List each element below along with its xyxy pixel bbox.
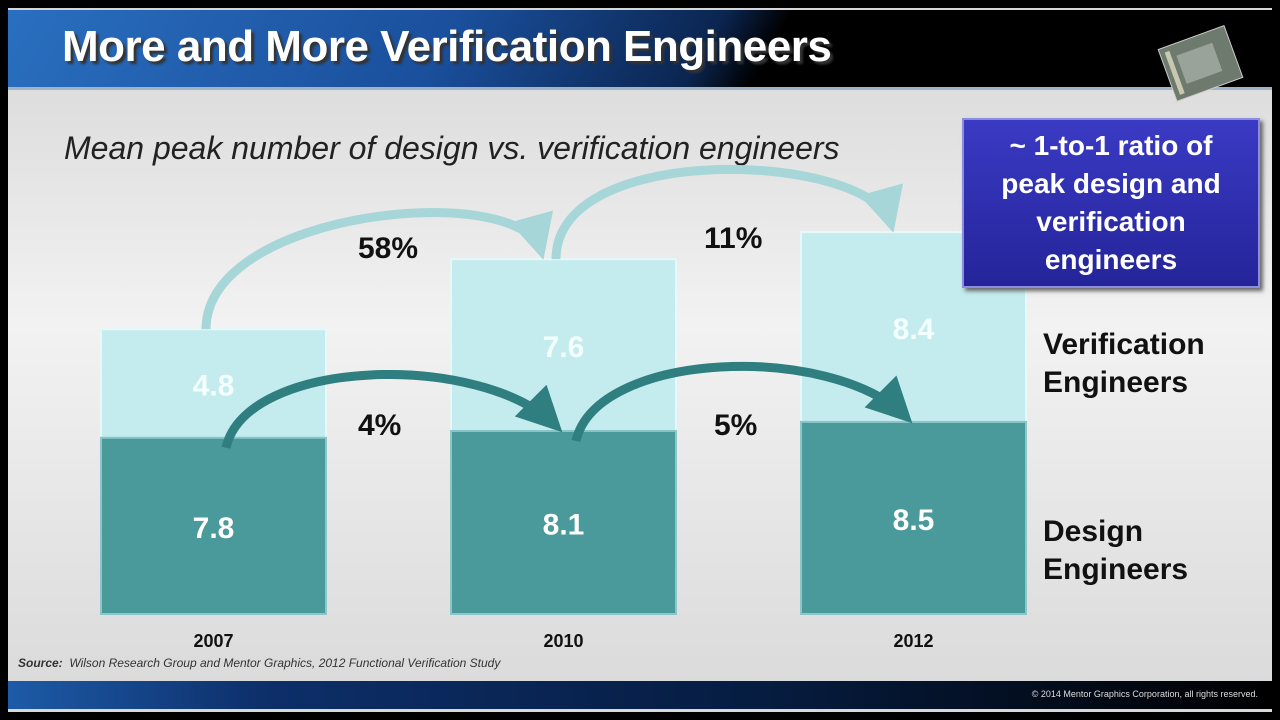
growth-label-verification-1: 58% — [358, 232, 418, 265]
x-tick-label-2010: 2010 — [543, 631, 583, 651]
source-note: Source: Wilson Research Group and Mentor… — [18, 656, 500, 670]
value-label-design-2010: 8.1 — [543, 508, 585, 541]
bar-design-2010 — [450, 429, 677, 615]
value-label-verification-2012: 8.4 — [893, 313, 935, 346]
bar-design-2012 — [800, 420, 1027, 615]
source-text: Wilson Research Group and Mentor Graphic… — [69, 656, 501, 670]
bar-verification-2010 — [450, 258, 677, 432]
legend-line: Engineers — [1043, 553, 1189, 586]
growth-arrow-design — [221, 370, 563, 449]
value-label-design-2007: 7.8 — [193, 512, 235, 545]
copyright-text: © 2014 Mentor Graphics Corporation, all … — [1031, 689, 1258, 699]
x-tick-label-2007: 2007 — [193, 631, 233, 651]
legend-line: Verification — [1043, 328, 1205, 361]
x-tick-label-2012: 2012 — [893, 631, 933, 651]
value-label-verification-2010: 7.6 — [543, 331, 585, 364]
source-label: Source: — [18, 656, 63, 670]
legend-line: Design — [1043, 515, 1144, 548]
growth-label-verification-2: 11% — [704, 222, 762, 255]
growth-label-design-2: 5% — [714, 409, 757, 442]
ratio-callout-box: ~ 1-to-1 ratio of peak design and verifi… — [962, 118, 1260, 288]
value-label-verification-2007: 4.8 — [193, 369, 235, 402]
bar-verification-2007 — [100, 328, 327, 439]
slide-title: More and More Verification Engineers — [62, 22, 832, 71]
legend-line: Engineers — [1043, 366, 1189, 399]
chip-logo-icon — [1157, 24, 1244, 102]
growth-arrow-verification — [551, 164, 903, 260]
growth-arrow-verification — [201, 208, 553, 330]
legend-design-engineers: Design Engineers — [1043, 513, 1188, 589]
footer-bar: © 2014 Mentor Graphics Corporation, all … — [8, 681, 1272, 709]
chart-subtitle: Mean peak number of design vs. verificat… — [64, 130, 840, 166]
legend-verification-engineers: Verification Engineers — [1043, 326, 1205, 402]
bar-design-2007 — [100, 436, 327, 615]
value-label-design-2012: 8.5 — [893, 504, 935, 537]
callout-text: ~ 1-to-1 ratio of peak design and verifi… — [1001, 130, 1221, 275]
growth-arrow-design — [571, 362, 913, 443]
growth-label-design-1: 4% — [358, 409, 401, 442]
title-bar — [8, 10, 1272, 90]
